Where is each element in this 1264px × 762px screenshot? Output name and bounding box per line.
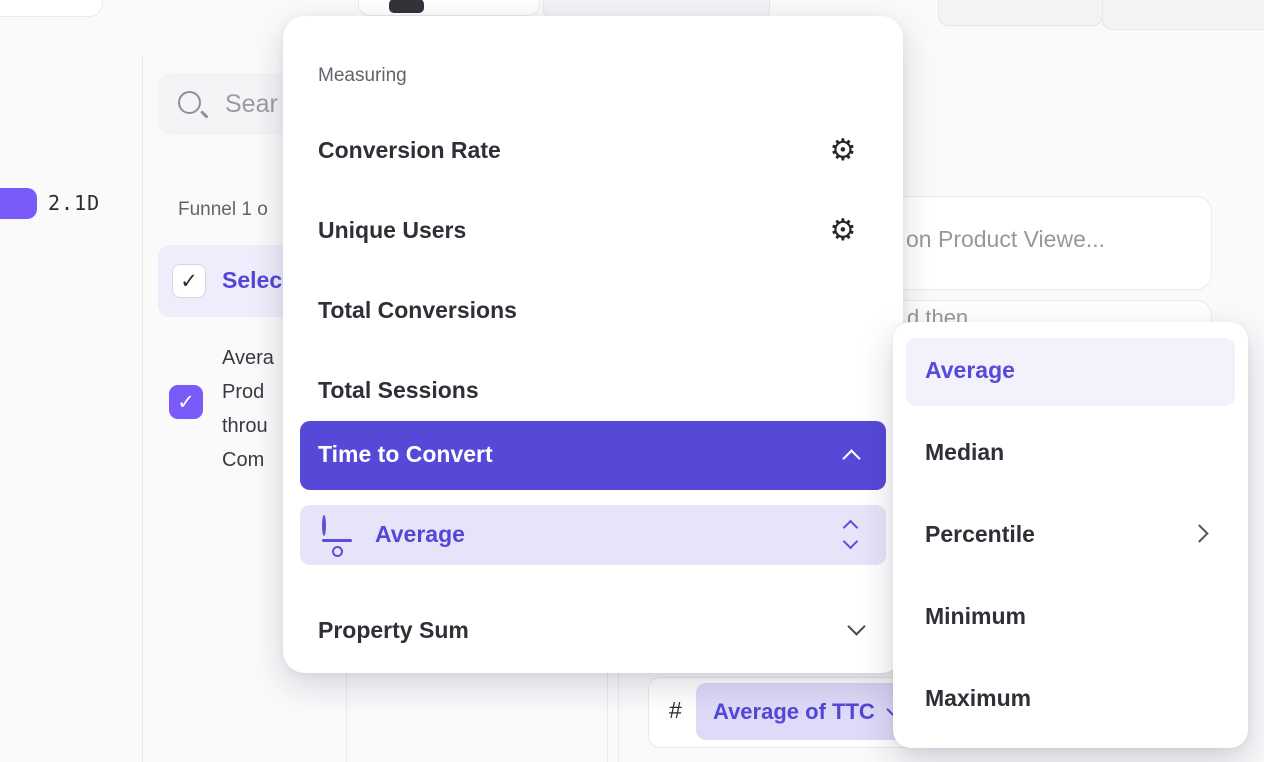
average-icon-bar	[322, 539, 352, 542]
submenu-item-percentile[interactable]: Percentile	[925, 521, 1035, 547]
step-description-line: throu	[222, 415, 268, 437]
average-icon	[322, 515, 352, 557]
aggregation-submenu: Average Median Percentile Minimum Maximu…	[893, 322, 1248, 748]
top-toolbar-card-fragment	[358, 0, 540, 16]
menu-item-total-sessions[interactable]: Total Sessions	[318, 377, 479, 403]
toolbar-button-fragment[interactable]	[389, 0, 424, 13]
step-checkbox-purple-checked[interactable]: ✓	[169, 385, 203, 419]
chevron-down-icon	[847, 617, 866, 636]
check-icon: ✓	[177, 390, 195, 414]
average-icon-dot	[331, 546, 343, 557]
step-description-line: Avera	[222, 347, 274, 369]
menu-item-time-to-convert-selected[interactable]: Time to Convert	[300, 421, 886, 490]
submenu-item-maximum[interactable]: Maximum	[925, 685, 1032, 711]
measuring-title: Measuring	[318, 65, 407, 86]
funnel-step-badge	[0, 188, 37, 219]
column-divider	[142, 57, 143, 762]
funnel-count-label: Funnel 1 o	[178, 199, 268, 220]
search-placeholder: Sear	[225, 90, 278, 118]
menu-item-conversion-rate[interactable]: Conversion Rate	[318, 137, 501, 163]
chevron-up-icon	[842, 449, 861, 468]
metric-dropdown-label: Average of TTC	[713, 698, 875, 724]
menu-item-unique-users[interactable]: Unique Users	[318, 217, 467, 243]
submenu-item-average-selected[interactable]: Average	[906, 338, 1235, 406]
menu-item-property-sum[interactable]: Property Sum	[318, 617, 469, 643]
measuring-dropdown-panel: Measuring Conversion Rate ⚙ Unique Users…	[283, 16, 903, 673]
average-icon-dot	[322, 515, 326, 536]
search-icon-handle	[200, 110, 209, 119]
aggregation-select-row[interactable]: Average	[300, 505, 886, 565]
aggregation-select-label: Average	[375, 521, 465, 547]
menu-item-label: Time to Convert	[318, 441, 493, 467]
submenu-item-label: Average	[925, 357, 1015, 383]
top-right-tab-fragment[interactable]	[938, 0, 1103, 26]
check-icon: ✓	[180, 269, 198, 293]
step-label: Selec	[222, 267, 283, 293]
event-step-text: on Product Viewe...	[906, 226, 1106, 252]
submenu-item-median[interactable]: Median	[925, 439, 1005, 465]
step-description: Avera Prod throu Com	[222, 341, 286, 477]
step-description-line: Prod	[222, 381, 265, 403]
chevron-right-icon	[1190, 524, 1209, 543]
step-checkbox-checked[interactable]: ✓	[172, 264, 206, 298]
search-icon	[178, 91, 201, 114]
top-right-tab-fragment[interactable]	[1102, 0, 1264, 30]
step-description-line: Com	[222, 449, 265, 471]
menu-item-total-conversions[interactable]: Total Conversions	[318, 297, 517, 323]
top-left-card-fragment	[0, 0, 103, 17]
submenu-item-minimum[interactable]: Minimum	[925, 603, 1026, 629]
chevron-down-icon	[842, 533, 859, 550]
select-updown-icon	[842, 519, 859, 550]
gear-icon[interactable]: ⚙	[829, 133, 857, 168]
gear-icon[interactable]: ⚙	[829, 213, 857, 248]
number-type-icon: #	[669, 697, 682, 723]
funnel-step-badge-label: 2.1D	[48, 191, 101, 215]
